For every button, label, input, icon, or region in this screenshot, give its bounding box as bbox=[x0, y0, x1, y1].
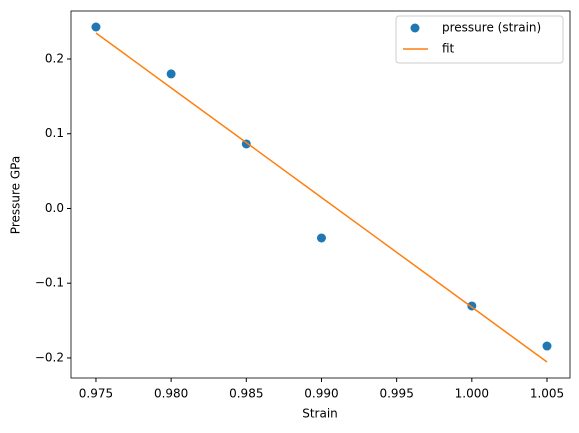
data-point bbox=[166, 69, 176, 79]
x-tick-label: 0.995 bbox=[379, 387, 413, 401]
data-point bbox=[542, 341, 552, 351]
x-tick-label: 0.980 bbox=[154, 387, 188, 401]
data-point bbox=[91, 22, 101, 32]
x-tick-label: 1.005 bbox=[530, 387, 564, 401]
y-tick-label: 0.0 bbox=[45, 201, 64, 215]
legend-label: fit bbox=[442, 42, 455, 56]
fit-line bbox=[95, 32, 548, 363]
y-tick-label: 0.2 bbox=[45, 51, 64, 65]
x-axis-label: Strain bbox=[302, 407, 338, 421]
x-tick-label: 1.000 bbox=[455, 387, 489, 401]
x-tick-label: 0.975 bbox=[79, 387, 113, 401]
data-point bbox=[316, 233, 326, 243]
y-tick-label: −0.2 bbox=[35, 350, 64, 364]
y-tick-label: −0.1 bbox=[35, 276, 64, 290]
legend-label: pressure (strain) bbox=[442, 21, 541, 35]
x-tick-label: 0.985 bbox=[229, 387, 263, 401]
plot-frame bbox=[70, 10, 571, 379]
legend-box bbox=[395, 15, 564, 64]
legend-marker bbox=[410, 23, 420, 33]
y-axis-label: Pressure GPa bbox=[9, 156, 23, 234]
x-tick-label: 0.990 bbox=[304, 387, 338, 401]
y-tick-label: 0.1 bbox=[45, 126, 64, 140]
